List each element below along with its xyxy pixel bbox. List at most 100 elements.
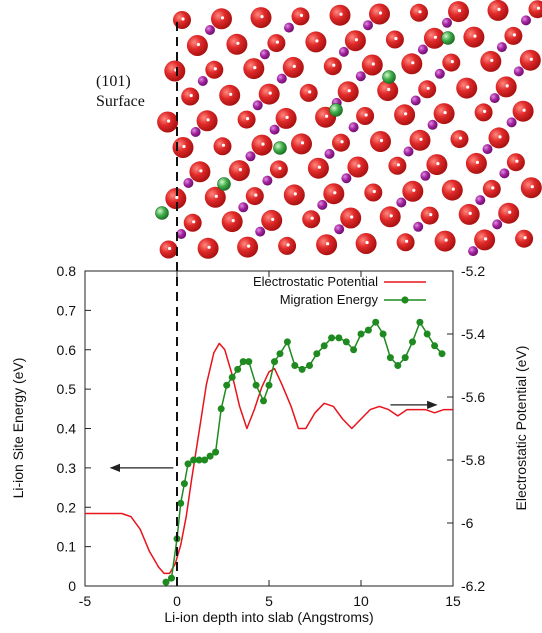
migration-energy-point	[180, 480, 188, 488]
metal-atom	[183, 178, 194, 188]
atom-highlight	[365, 240, 369, 245]
y2-tick-label: -6.2	[461, 578, 485, 594]
atom-highlight	[278, 166, 282, 170]
atom-highlight	[253, 66, 257, 70]
x-tick-label: 10	[353, 593, 369, 609]
y2-tick-label: -6	[461, 515, 474, 531]
atom-highlight	[220, 16, 225, 20]
atom-highlight	[315, 39, 319, 43]
atom-highlight	[347, 89, 351, 93]
migration-energy-point	[328, 334, 336, 342]
y-tick-label: 0.7	[57, 302, 77, 318]
atom-highlight	[443, 111, 447, 115]
atom-highlight	[389, 214, 393, 218]
atom-highlight	[231, 219, 235, 223]
metal-atom	[403, 146, 414, 157]
atom-highlight	[412, 188, 416, 192]
atom-highlight	[379, 138, 384, 143]
metal-atom	[245, 151, 256, 162]
atom-highlight	[229, 92, 233, 96]
migration-energy-point	[320, 342, 328, 350]
metal-atom	[334, 224, 345, 235]
migration-energy-point	[201, 456, 209, 464]
atom-highlight	[293, 192, 297, 196]
migration-energy-point	[234, 365, 242, 373]
migration-energy-point	[260, 397, 267, 405]
migration-energy-point	[364, 326, 372, 334]
metal-atom	[252, 100, 263, 111]
atom-highlight	[508, 210, 512, 214]
atom-highlight	[387, 87, 391, 92]
atom-highlight	[436, 162, 440, 166]
lithium-atom	[441, 31, 455, 45]
x-tick-label: -5	[79, 593, 92, 609]
lithium-atom	[217, 177, 231, 191]
migration-energy-point	[195, 456, 203, 464]
x-tick-label: 0	[173, 593, 181, 609]
lithium-atom	[382, 70, 396, 84]
surface-label-line2: Surface	[96, 93, 145, 110]
atom-highlight	[404, 112, 408, 116]
atom-highlight	[473, 34, 477, 38]
surface-label-line1: (101)	[96, 73, 131, 90]
atom-highlight	[512, 33, 517, 37]
metal-atom	[259, 49, 270, 60]
atom-highlight	[325, 114, 329, 118]
atom-highlight	[271, 217, 275, 221]
atom-highlight	[515, 159, 519, 163]
legend-marker-migration	[401, 296, 409, 304]
lithium-atom	[273, 141, 287, 155]
atom-highlight	[350, 215, 354, 219]
migration-energy-point	[239, 358, 247, 366]
atom-highlight	[505, 84, 509, 88]
y2-tick-label: -5.2	[461, 263, 485, 279]
atom-highlight	[260, 15, 264, 19]
atom-highlight	[418, 10, 422, 14]
migration-energy-point	[228, 373, 236, 381]
metal-atom	[417, 44, 428, 55]
atom-highlight	[308, 90, 312, 94]
migration-energy-point	[394, 362, 402, 369]
y2-tick-label: -5.4	[461, 326, 485, 342]
atom-highlight	[192, 220, 196, 224]
lithium-atom	[329, 103, 343, 117]
metal-atom	[420, 170, 431, 181]
metal-atom	[475, 195, 486, 206]
metal-atom	[348, 122, 359, 133]
atom-highlight	[340, 140, 344, 144]
migration-energy-point	[177, 499, 185, 507]
metal-atom	[396, 197, 407, 208]
atom-highlight	[300, 141, 305, 145]
atom-highlight	[450, 60, 454, 64]
metal-atom	[410, 95, 421, 106]
atom-highlight	[213, 67, 217, 71]
atom-highlight	[246, 117, 250, 121]
atom-highlight	[285, 115, 289, 119]
atom-highlight	[189, 93, 193, 98]
atom-highlight	[529, 57, 533, 61]
atom-highlight	[332, 63, 336, 67]
migration-energy-point	[168, 574, 175, 582]
atom-highlight	[457, 9, 462, 13]
metal-atom	[284, 22, 294, 33]
atom-highlight	[333, 191, 337, 195]
migration-energy-point	[252, 381, 260, 389]
atom-highlight	[299, 13, 304, 17]
metal-atom	[427, 119, 438, 130]
atom-highlight	[354, 38, 358, 42]
migration-energy-point	[217, 405, 225, 413]
plot-frame	[84, 270, 454, 587]
atom-highlight	[475, 160, 479, 164]
atom-highlight	[268, 91, 272, 95]
crystal-structure	[155, 0, 542, 259]
migration-energy-point	[431, 342, 439, 350]
migration-energy-point	[298, 365, 306, 373]
atom-highlight	[286, 243, 290, 247]
atom-highlight	[426, 86, 430, 90]
atom-highlight	[530, 185, 534, 189]
migration-energy-point	[438, 350, 446, 358]
metal-atom	[355, 71, 366, 82]
migration-energy-point	[291, 362, 299, 369]
atom-highlight	[221, 143, 226, 147]
